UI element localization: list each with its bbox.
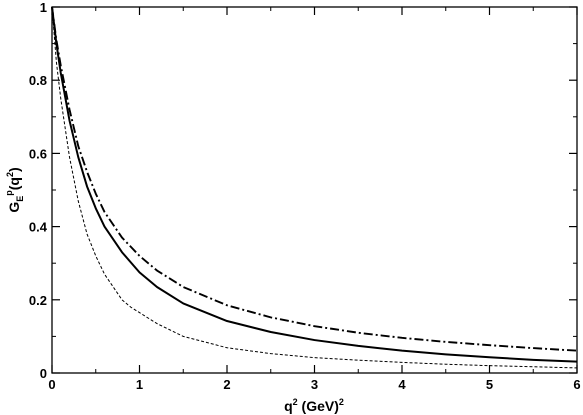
x-tick-label: 6 xyxy=(573,377,580,392)
y-tick-label: 1 xyxy=(40,0,47,15)
plot-frame xyxy=(51,6,578,374)
y-tick-label: 0.4 xyxy=(29,220,48,235)
x-tick-label: 5 xyxy=(486,377,493,392)
y-axis-title: GEp(q2) xyxy=(4,167,25,212)
solid-series-line xyxy=(51,6,578,363)
axis-ticks: 0 1 2 3 4 5 6 0 0.2 0.4 0.6 0.8 1 xyxy=(29,0,581,392)
x-tick-label: 1 xyxy=(136,377,143,392)
dashed-series-line xyxy=(51,6,578,369)
x-axis-title: q2 (GeV)2 xyxy=(284,397,344,414)
x-tick-label: 0 xyxy=(48,377,55,392)
dashdot-series-line xyxy=(51,6,578,352)
y-tick-label: 0.2 xyxy=(29,293,47,308)
series-layer xyxy=(51,6,578,369)
y-tick-label: 0 xyxy=(40,366,47,381)
x-tick-label: 4 xyxy=(398,377,406,392)
x-tick-label: 2 xyxy=(223,377,230,392)
y-tick-label: 0.6 xyxy=(29,146,47,161)
y-tick-label: 0.8 xyxy=(29,73,47,88)
x-tick-label: 3 xyxy=(311,377,318,392)
